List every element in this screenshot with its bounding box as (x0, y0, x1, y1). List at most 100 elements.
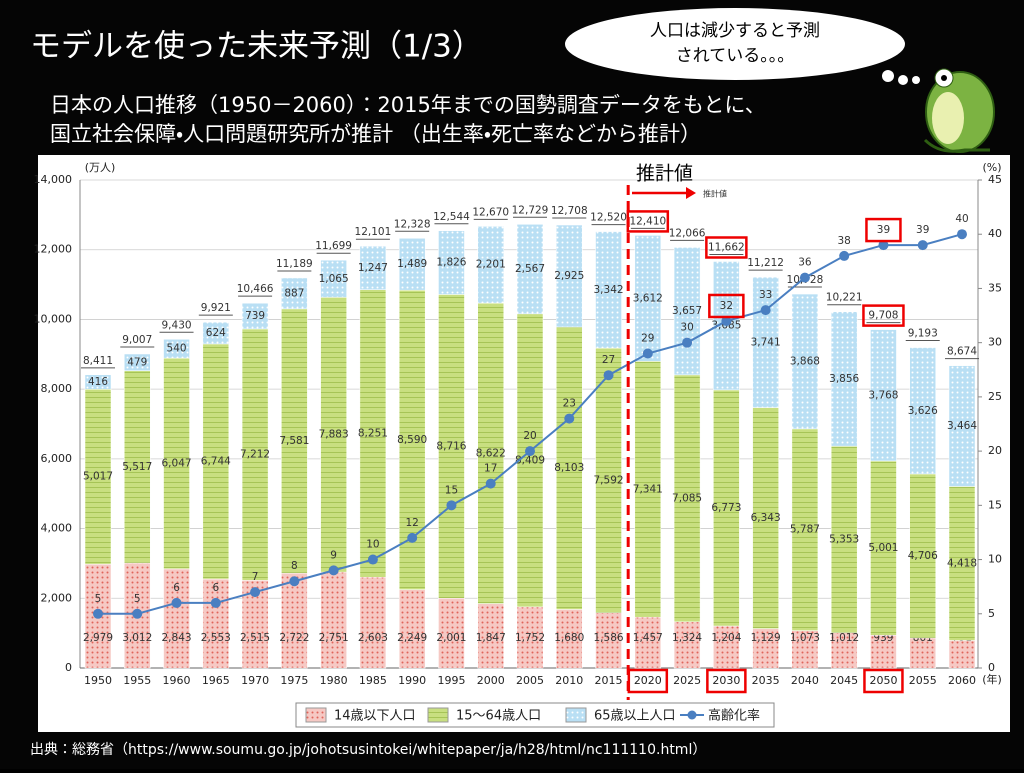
segment-label: 1,324 (672, 632, 702, 644)
bubble (565, 8, 905, 80)
line-point (525, 446, 535, 457)
y-tick-label: 4,000 (41, 522, 73, 535)
frog-illustration (923, 68, 995, 153)
line-point (642, 348, 653, 359)
bar-segment (948, 486, 976, 641)
bar-segment (909, 473, 936, 639)
bar-segment (830, 445, 858, 633)
total-label: 9,921 (201, 302, 231, 314)
x-tick-label: 1955 (123, 674, 151, 687)
y2-tick-label: 0 (988, 661, 995, 674)
segment-label: 3,012 (122, 632, 152, 644)
segment-label: 2,001 (436, 632, 466, 644)
line-label: 32 (720, 300, 733, 312)
subtitle: 日本の人口推移（1950－2060）：2015年までの国勢調査データをもとに、 (50, 93, 766, 117)
highlight-box (865, 217, 902, 243)
line-label: 6 (173, 582, 180, 594)
y2-tick-label: 35 (988, 281, 1002, 294)
segment-label: 1,204 (711, 632, 741, 644)
segment-label: 1,012 (829, 632, 859, 644)
segment-label: 1,457 (633, 632, 663, 644)
bar-segment (320, 259, 347, 298)
bar-segment (477, 226, 504, 304)
bar-segment (359, 289, 387, 578)
y-tick-label: 10,000 (34, 312, 73, 325)
bar-segment (281, 572, 308, 669)
bar-segment (909, 347, 936, 475)
bar-segment (241, 302, 269, 330)
total-label: 10,221 (826, 292, 863, 304)
line-point (799, 272, 810, 283)
bubble-dot (912, 76, 920, 84)
bar-segment (556, 224, 583, 328)
line-point (328, 565, 339, 576)
bar-segment (202, 578, 230, 669)
y-tick-label: 2,000 (41, 591, 73, 604)
line-point (917, 240, 928, 251)
line-point (878, 240, 889, 251)
segment-label: 4,706 (908, 550, 938, 562)
segment-label: 479 (127, 356, 147, 368)
bar-segment (673, 621, 701, 669)
x-tick-label: 1970 (241, 674, 269, 687)
x-tick-label: 2060 (948, 674, 976, 687)
y-tick-label: 0 (65, 661, 72, 674)
line-label: 23 (563, 398, 576, 410)
bar-segment (556, 326, 583, 610)
bubble-text: 人口は減少すると予測 (650, 21, 820, 41)
total-label: 12,066 (669, 227, 706, 239)
estimate-arrowhead (686, 187, 696, 199)
legend-label: 65歳以上人口 (594, 709, 676, 724)
subtitle: 国立社会保障・人口問題研究所が推計 （出生率・死亡率などから推計） (50, 122, 701, 146)
total-label: 9,007 (122, 334, 152, 346)
line-point (760, 305, 771, 316)
line-label: 33 (759, 289, 772, 301)
bar-segment (948, 640, 976, 669)
total-label: 9,193 (908, 328, 938, 340)
highlight-box (862, 304, 905, 327)
total-label: 12,328 (394, 218, 431, 230)
segment-label: 8,103 (554, 462, 584, 474)
bar-segment (438, 294, 465, 599)
segment-label: 3,741 (751, 336, 781, 348)
total-label: 8,674 (947, 346, 977, 358)
y2-tick-label: 45 (988, 173, 1002, 186)
y2-tick-label: 20 (988, 444, 1002, 457)
x-tick-label: 1965 (202, 674, 230, 687)
segment-label: 2,553 (201, 632, 231, 644)
bubble-text: されている。。。 (676, 46, 795, 66)
bar-segment (281, 277, 308, 310)
bar-segment (791, 630, 819, 669)
total-label: 9,430 (162, 319, 192, 331)
segment-label: 1,489 (397, 258, 427, 270)
x-unit: (年) (982, 672, 1002, 686)
segment-label: 1,129 (751, 632, 781, 644)
line-point (564, 413, 575, 424)
line-label: 27 (602, 354, 615, 366)
segment-label: 624 (206, 327, 226, 339)
x-tick-label: 2000 (477, 674, 505, 687)
total-label: 12,410 (629, 215, 666, 227)
line-label: 20 (523, 430, 536, 442)
total-label: 8,411 (83, 355, 113, 367)
bar-segment (124, 370, 151, 564)
chart: 0 2,000 4,000 6,000 8,000 10,000 12,000 14,000 0… (34, 161, 1002, 728)
segment-label: 3,464 (947, 420, 977, 432)
segment-label: 3,768 (868, 389, 898, 401)
y2-tick-label: 25 (988, 390, 1002, 403)
bar-segment (791, 428, 819, 631)
segment-label: 5,353 (829, 533, 859, 545)
segment-label: 1,065 (319, 273, 349, 285)
bar-segment (163, 339, 190, 359)
bar-segment (673, 374, 701, 623)
line-label: 17 (484, 463, 497, 475)
x-tick-label: 1985 (359, 674, 387, 687)
highlight-box (863, 668, 904, 694)
legend-swatch (565, 707, 587, 723)
segment-label: 1,247 (358, 262, 388, 274)
segment-label: 1,826 (436, 257, 466, 269)
bar-segment (870, 635, 897, 669)
total-label: 12,101 (355, 226, 392, 238)
y2-tick-label: 15 (988, 498, 1002, 511)
segment-label: 2,751 (319, 632, 349, 644)
